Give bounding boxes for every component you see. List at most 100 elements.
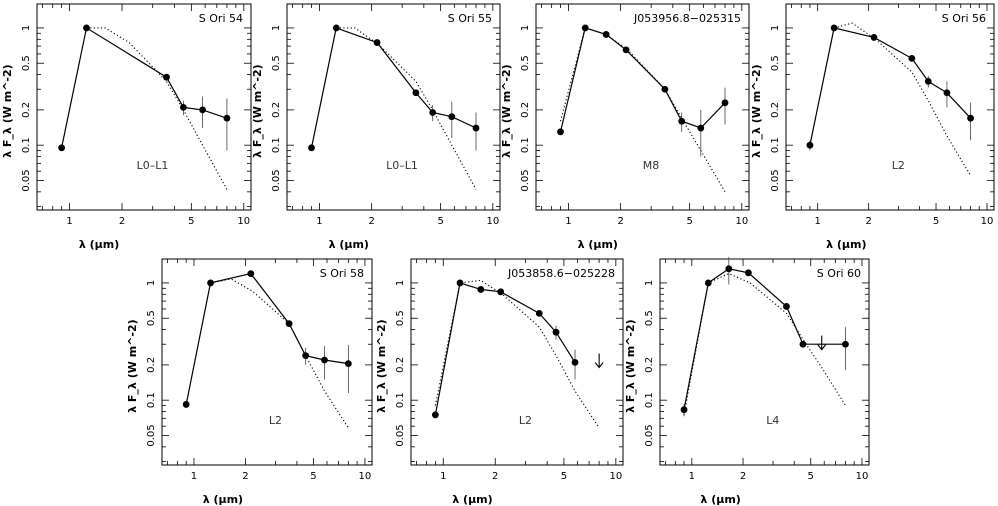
y-tick-label: 0.2 xyxy=(21,102,32,118)
data-point xyxy=(179,104,187,111)
x-tick-label: 1 xyxy=(814,216,820,227)
data-point xyxy=(472,124,480,132)
x-axis-label: λ (μm) xyxy=(203,493,243,506)
y-tick-label: 1 xyxy=(271,25,282,31)
data-point xyxy=(412,89,420,97)
x-tick-label: 2 xyxy=(865,216,871,227)
x-tick-label: 2 xyxy=(368,216,374,227)
data-point xyxy=(842,340,849,348)
data-point xyxy=(870,34,878,41)
x-tick-label: 5 xyxy=(437,216,443,227)
x-tick-label: 2 xyxy=(617,216,623,227)
data-point xyxy=(725,265,733,273)
y-tick-label: 0.1 xyxy=(271,137,282,153)
panel-title: S Ori 55 xyxy=(448,12,492,25)
x-tick-label: 2 xyxy=(740,471,746,482)
y-tick-label: 1 xyxy=(395,280,406,286)
y-tick-label: 0.2 xyxy=(520,102,531,118)
spectral-type-label: L2 xyxy=(269,414,282,427)
plot-frame xyxy=(535,3,750,211)
y-tick-label: 0.2 xyxy=(644,357,655,373)
data-point xyxy=(535,309,543,317)
x-tick-label: 1 xyxy=(689,471,695,482)
data-point xyxy=(58,144,66,152)
data-point xyxy=(182,401,190,408)
spectral-type-label: L0–L1 xyxy=(137,159,169,172)
data-point xyxy=(448,113,456,121)
x-tick-label: 10 xyxy=(237,216,250,227)
y-tick-label: 0.05 xyxy=(271,169,282,191)
observed-sed-line xyxy=(310,27,477,148)
data-point xyxy=(557,128,564,136)
upper-limit-arrowhead xyxy=(594,362,604,369)
y-tick-label: 0.1 xyxy=(21,137,32,153)
y-axis-label: λ F_λ (W m^-2) xyxy=(750,64,763,158)
model-sed-line xyxy=(434,279,600,429)
y-tick-label: 0.1 xyxy=(520,137,531,153)
plot-frame xyxy=(410,258,624,466)
x-tick-label: 10 xyxy=(856,471,869,482)
y-tick-label: 1 xyxy=(770,25,781,31)
y-tick-label: 0.1 xyxy=(770,137,781,153)
data-point xyxy=(622,46,630,54)
data-point xyxy=(431,411,439,419)
y-tick-label: 0.2 xyxy=(146,357,157,373)
x-tick-label: 5 xyxy=(808,471,814,482)
data-point xyxy=(783,303,790,310)
y-axis-label: λ F_λ (W m^-2) xyxy=(251,64,264,158)
model-sed-line xyxy=(683,272,846,415)
y-tick-label: 0.05 xyxy=(146,424,157,446)
x-axis-label: λ (μm) xyxy=(452,493,492,506)
x-tick-label: 1 xyxy=(440,471,446,482)
x-tick-label: 2 xyxy=(492,471,498,482)
y-tick-label: 1 xyxy=(520,25,531,31)
sed-panel-1: 1 2 5 10 0.05 0.1 0.2 0.5 1 λ (μm) λ F_λ (W m^-2) S… xyxy=(1,3,252,251)
data-point xyxy=(806,141,814,149)
data-point xyxy=(678,117,686,125)
data-point xyxy=(721,99,729,107)
model-sed-line xyxy=(559,27,726,193)
data-point xyxy=(497,288,505,296)
data-point xyxy=(602,31,610,38)
y-axis-label: λ F_λ (W m^-2) xyxy=(375,319,388,413)
y-tick-label: 0.5 xyxy=(395,310,406,326)
data-point xyxy=(697,124,705,132)
data-point xyxy=(373,39,381,46)
x-tick-label: 1 xyxy=(66,216,72,227)
x-axis-label: λ (μm) xyxy=(826,238,866,251)
y-tick-label: 1 xyxy=(644,280,655,286)
observed-sed-line xyxy=(809,27,972,146)
sed-panel-3: 1 2 5 10 0.05 0.1 0.2 0.5 1 λ (μm) λ F_λ (W m^-2) J… xyxy=(500,3,750,251)
data-point xyxy=(199,106,206,114)
x-tick-label: 10 xyxy=(735,216,748,227)
x-tick-label: 1 xyxy=(191,471,197,482)
model-sed-line xyxy=(336,27,477,190)
sed-panel-4: 1 2 5 10 0.05 0.1 0.2 0.5 1 λ (μm) λ F_λ (W m^-2) S… xyxy=(750,3,995,251)
sed-panel-7: 1 2 5 10 0.05 0.1 0.2 0.5 1 λ (μm) λ F_λ (W m^-2) S… xyxy=(624,256,870,506)
y-tick-label: 0.5 xyxy=(271,55,282,71)
data-point xyxy=(321,356,328,364)
x-tick-label: 2 xyxy=(242,471,248,482)
x-tick-label: 10 xyxy=(609,471,622,482)
sed-panel-6: 1 2 5 10 0.05 0.1 0.2 0.5 1 λ (μm) λ F_λ (W m^-2) J… xyxy=(375,258,624,506)
y-tick-label: 0.1 xyxy=(146,392,157,408)
observed-sed-line xyxy=(185,272,349,405)
y-axis-label: λ F_λ (W m^-2) xyxy=(126,319,139,413)
spectral-type-label: L2 xyxy=(892,159,905,172)
x-tick-label: 5 xyxy=(310,471,316,482)
x-tick-label: 1 xyxy=(316,216,322,227)
data-point xyxy=(830,24,838,32)
y-tick-label: 0.2 xyxy=(271,102,282,118)
data-point xyxy=(429,109,437,116)
upper-limit-arrowhead xyxy=(817,344,827,351)
data-point xyxy=(924,77,932,85)
x-tick-label: 5 xyxy=(561,471,567,482)
y-axis-label: λ F_λ (W m^-2) xyxy=(500,64,513,158)
data-point xyxy=(344,360,352,368)
x-tick-label: 5 xyxy=(686,216,692,227)
x-tick-label: 10 xyxy=(981,216,994,227)
y-tick-label: 0.5 xyxy=(644,310,655,326)
y-axis-label: λ F_λ (W m^-2) xyxy=(624,319,637,413)
data-point xyxy=(552,328,560,336)
